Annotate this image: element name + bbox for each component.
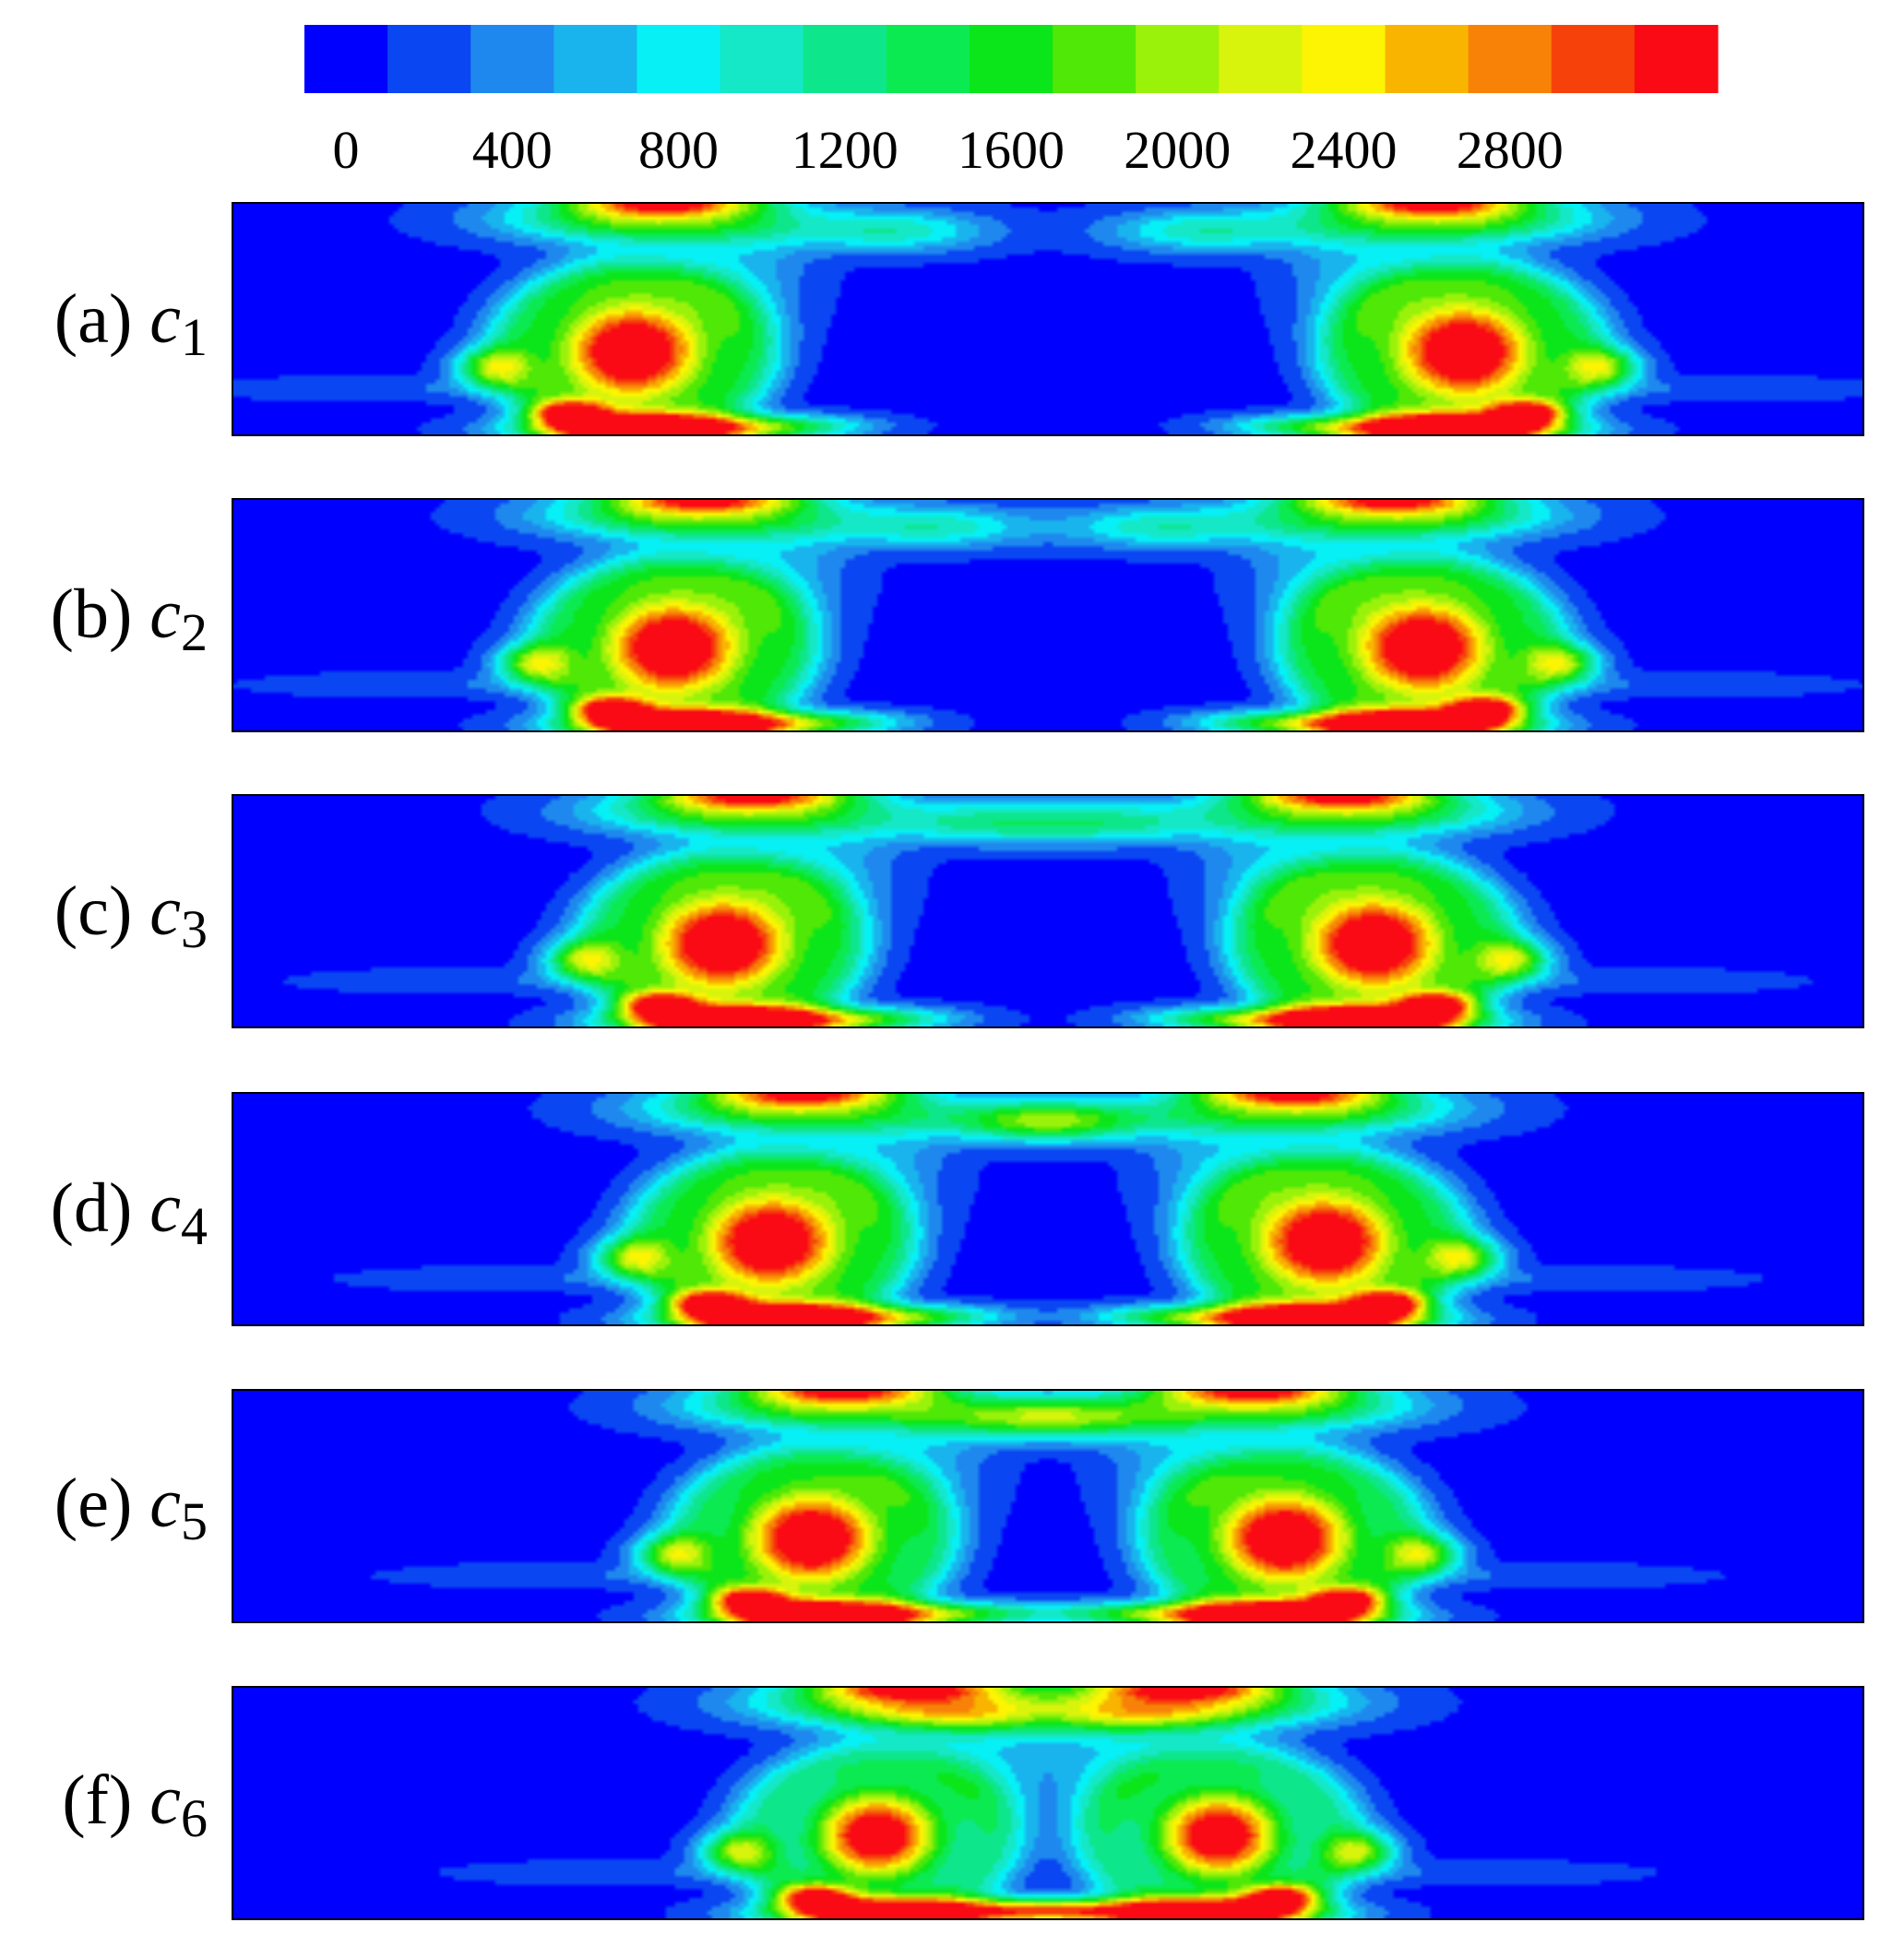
- colorbar-tick-label: 400: [472, 120, 553, 180]
- panel-subscript: 1: [181, 307, 208, 367]
- colorbar-segment: [1468, 25, 1553, 93]
- panel-border: [232, 202, 1864, 436]
- panel-variable: c: [149, 576, 181, 653]
- colorbar-segment: [969, 25, 1053, 93]
- panel-label-f: (f) c6: [0, 1765, 208, 1845]
- panel-label-c: (c) c3: [0, 876, 208, 956]
- contour-panel-c: [232, 795, 1863, 1027]
- colorbar-segment: [1302, 25, 1386, 93]
- panel-subscript: 3: [181, 899, 208, 959]
- colorbar-segment: [637, 25, 721, 93]
- contour-panel-e: [232, 1390, 1863, 1622]
- panel-subscript: 6: [181, 1788, 208, 1848]
- contour-panels: [232, 202, 1864, 1920]
- colorbar-tick-label: 0: [333, 120, 360, 180]
- panel-border: [232, 794, 1864, 1028]
- colorbar-tick-label: 1200: [791, 120, 898, 180]
- panel-subscript: 4: [181, 1196, 208, 1256]
- panel-variable: c: [149, 872, 181, 950]
- colorbar-segment: [1219, 25, 1303, 93]
- colorbar-tick-label: 2800: [1457, 120, 1564, 180]
- panel-subscript: 5: [181, 1491, 208, 1551]
- contour-panel-f: [232, 1687, 1863, 1919]
- panel-variable: c: [149, 1762, 181, 1839]
- panel-label-d: (d) c4: [0, 1173, 208, 1253]
- colorbar-tick-label: 2400: [1290, 120, 1397, 180]
- colorbar-segment: [803, 25, 887, 93]
- contour-panel-a: [232, 203, 1863, 435]
- colorbar-segment: [1551, 25, 1636, 93]
- panel-border: [232, 1686, 1864, 1920]
- colorbar-segment: [886, 25, 970, 93]
- colorbar-segment: [553, 25, 638, 93]
- panel-border: [232, 498, 1864, 732]
- panel-border: [232, 1092, 1864, 1326]
- panel-variable: c: [149, 1465, 181, 1542]
- colorbar-segment: [1385, 25, 1470, 93]
- panel-letter: (e): [54, 1465, 133, 1542]
- panel-variable: c: [149, 280, 181, 358]
- contour-panel-d: [232, 1093, 1863, 1325]
- colorbar-segment: [720, 25, 804, 93]
- panel-label-b: (b) c2: [0, 579, 208, 659]
- colorbar-segment: [470, 25, 554, 93]
- contour-panel-b: [232, 499, 1863, 731]
- panel-letter: (b): [50, 576, 133, 653]
- panel-letter: (c): [54, 872, 133, 950]
- colorbar-segment: [1053, 25, 1136, 93]
- colorbar-segment: [304, 25, 388, 93]
- panel-border: [232, 1389, 1864, 1623]
- panel-letter: (f): [62, 1762, 133, 1839]
- colorbar-tick-label: 2000: [1124, 120, 1231, 180]
- colorbar-tick-labels: 0 400 800 1200 1600 2000 2400 2800: [333, 120, 1564, 180]
- panel-letter: (d): [50, 1169, 133, 1247]
- panel-subscript: 2: [181, 602, 208, 662]
- colorbar-tick-label: 800: [638, 120, 719, 180]
- colorbar-tick-label: 1600: [958, 120, 1065, 180]
- colorbar-segment: [387, 25, 471, 93]
- colorbar-segment: [1136, 25, 1220, 93]
- panel-label-e: (e) c5: [0, 1468, 208, 1549]
- panel-letter: (a): [54, 280, 133, 358]
- panel-label-a: (a) c1: [0, 284, 208, 364]
- colorbar-segment: [1634, 25, 1719, 93]
- colorbar: [304, 25, 1719, 93]
- panel-variable: c: [149, 1169, 181, 1247]
